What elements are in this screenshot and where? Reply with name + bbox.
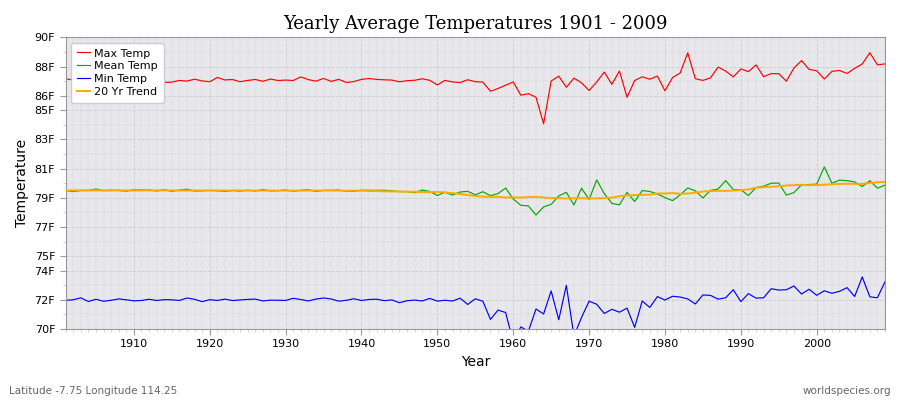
Title: Yearly Average Temperatures 1901 - 2009: Yearly Average Temperatures 1901 - 2009: [283, 15, 668, 33]
Mean Temp: [500, 186, 511, 190]
Max Temp: [288, 78, 299, 83]
Text: worldspecies.org: worldspecies.org: [803, 386, 891, 396]
Mean Temp: [333, 188, 344, 192]
Min Temp: [60, 298, 71, 303]
Max Temp: [538, 121, 549, 126]
Line: Max Temp: Max Temp: [66, 53, 885, 124]
Mean Temp: [121, 189, 131, 194]
Min Temp: [879, 279, 890, 284]
Mean Temp: [60, 188, 71, 193]
Mean Temp: [508, 197, 518, 202]
Min Temp: [516, 324, 526, 329]
Max Temp: [607, 82, 617, 87]
Line: Min Temp: Min Temp: [66, 277, 885, 342]
Line: Mean Temp: Mean Temp: [66, 167, 885, 215]
Min Temp: [333, 299, 344, 304]
Mean Temp: [819, 164, 830, 169]
Max Temp: [333, 77, 344, 82]
Mean Temp: [879, 183, 890, 188]
20 Yr Trend: [121, 188, 131, 193]
Max Temp: [879, 62, 890, 66]
Mean Temp: [288, 189, 299, 194]
20 Yr Trend: [508, 195, 518, 200]
Legend: Max Temp, Mean Temp, Min Temp, 20 Yr Trend: Max Temp, Mean Temp, Min Temp, 20 Yr Tre…: [71, 43, 164, 103]
Y-axis label: Temperature: Temperature: [15, 139, 29, 227]
20 Yr Trend: [500, 195, 511, 200]
Max Temp: [60, 76, 71, 81]
Max Temp: [864, 50, 875, 55]
Min Temp: [607, 307, 617, 312]
X-axis label: Year: Year: [461, 355, 490, 369]
Min Temp: [288, 296, 299, 301]
Mean Temp: [531, 213, 542, 218]
Min Temp: [508, 340, 518, 344]
Max Temp: [121, 78, 131, 83]
Max Temp: [508, 80, 518, 84]
Min Temp: [857, 274, 868, 279]
20 Yr Trend: [561, 196, 572, 201]
Line: 20 Yr Trend: 20 Yr Trend: [66, 182, 885, 198]
Max Temp: [500, 83, 511, 88]
Text: Latitude -7.75 Longitude 114.25: Latitude -7.75 Longitude 114.25: [9, 386, 177, 396]
20 Yr Trend: [288, 188, 299, 193]
20 Yr Trend: [879, 180, 890, 184]
Mean Temp: [607, 201, 617, 206]
Min Temp: [500, 310, 511, 315]
Min Temp: [121, 298, 131, 302]
20 Yr Trend: [607, 195, 617, 200]
20 Yr Trend: [60, 188, 71, 193]
20 Yr Trend: [333, 188, 344, 193]
